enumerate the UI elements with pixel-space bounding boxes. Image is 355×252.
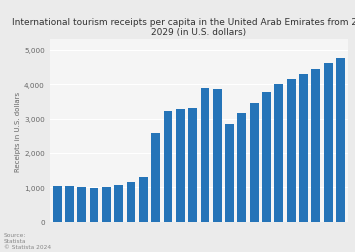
Bar <box>139 178 148 222</box>
Bar <box>151 134 160 222</box>
Bar <box>65 186 74 222</box>
Bar <box>213 90 222 222</box>
Bar <box>250 104 259 222</box>
Bar <box>324 64 333 222</box>
Bar <box>237 114 246 222</box>
Bar <box>299 74 308 222</box>
Bar <box>336 58 345 222</box>
Title: International tourism receipts per capita in the United Arab Emirates from 2006 : International tourism receipts per capit… <box>12 17 355 37</box>
Bar <box>89 188 98 222</box>
Bar <box>114 185 123 222</box>
Bar <box>53 186 61 222</box>
Text: Source:
Statista
© Statista 2024: Source: Statista © Statista 2024 <box>4 232 51 249</box>
Y-axis label: Receipts in U.S. dollars: Receipts in U.S. dollars <box>15 91 21 171</box>
Bar <box>287 79 296 222</box>
Bar <box>274 85 283 222</box>
Bar <box>225 124 234 222</box>
Bar <box>201 89 209 222</box>
Bar <box>188 108 197 222</box>
Bar <box>176 110 185 222</box>
Bar <box>102 187 111 222</box>
Bar <box>311 70 320 222</box>
Bar <box>127 182 136 222</box>
Bar <box>262 92 271 222</box>
Bar <box>164 111 173 222</box>
Bar <box>77 187 86 222</box>
